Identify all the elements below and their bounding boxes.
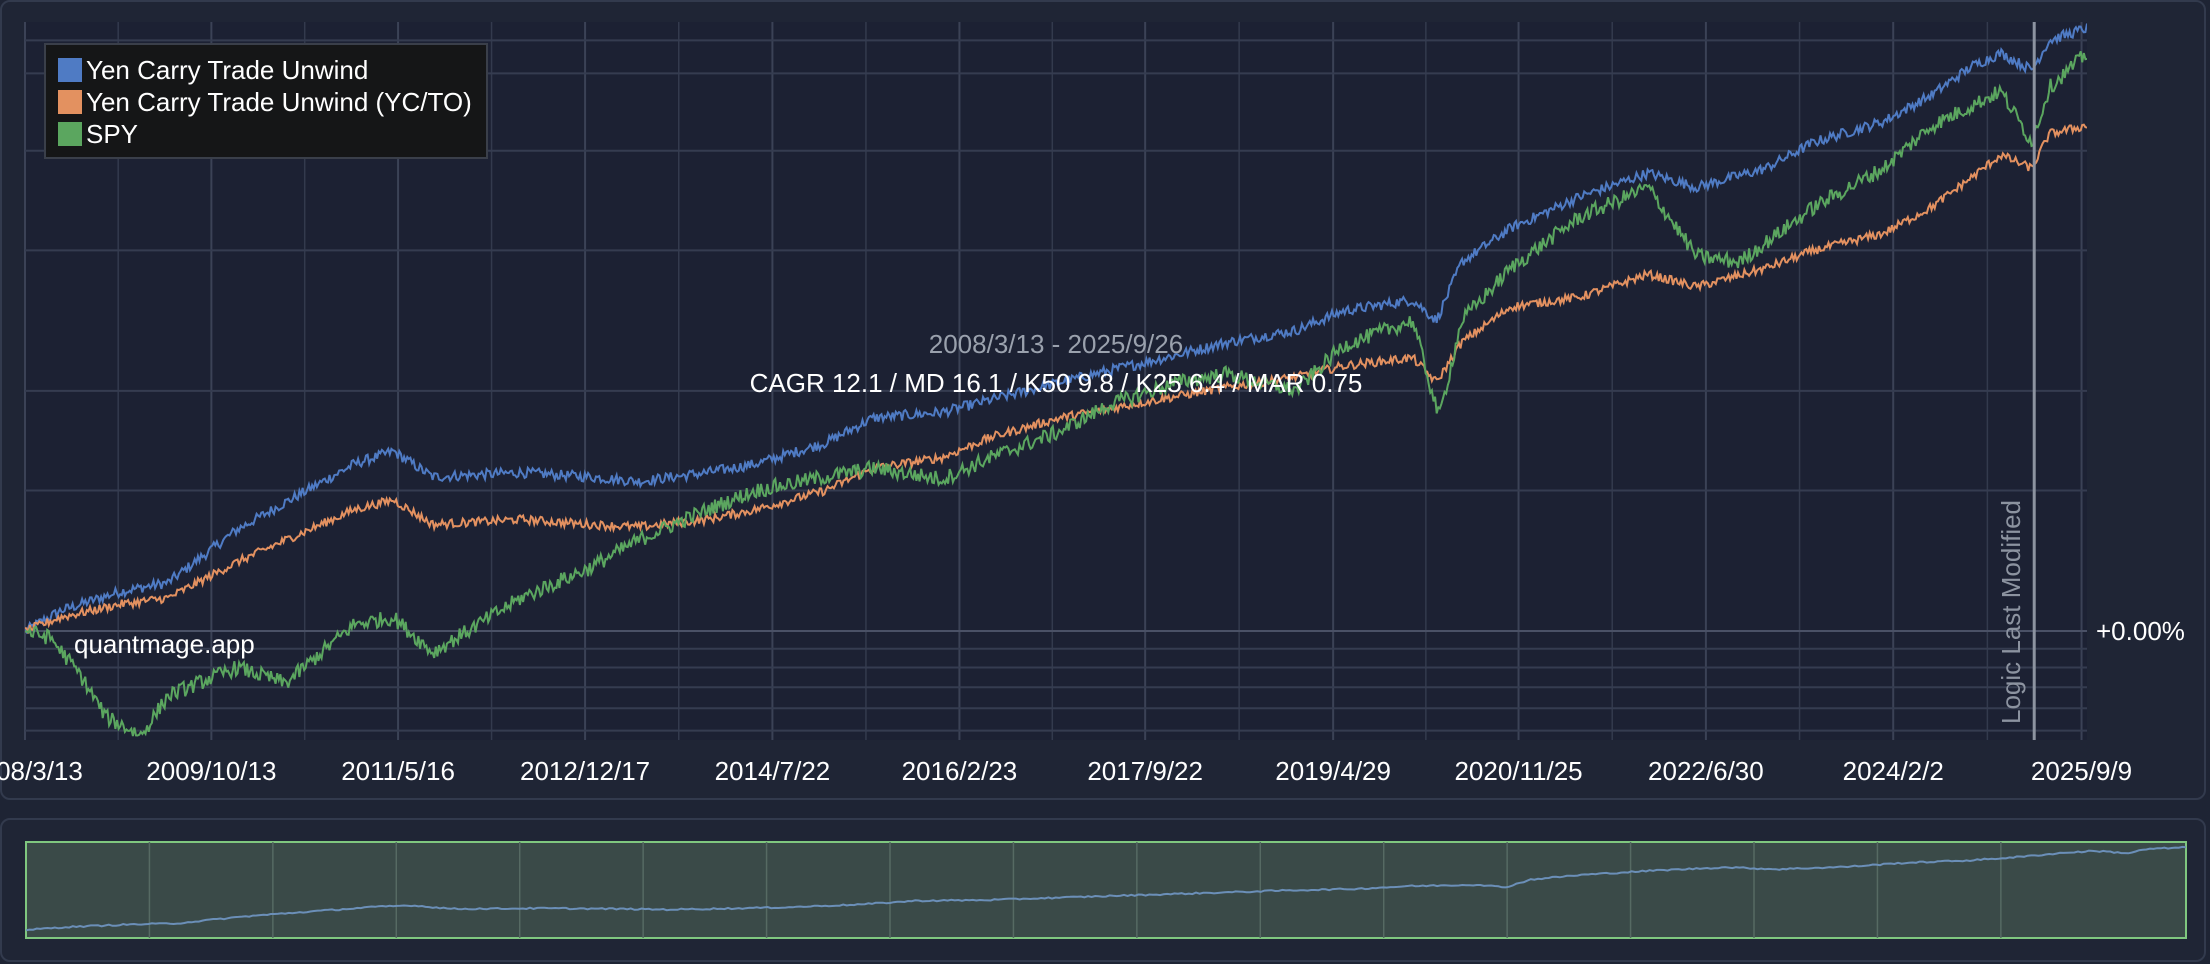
x-tick-label: 2014/7/22 — [715, 756, 831, 786]
stats-annotation: CAGR 12.1 / MD 16.1 / K50 9.8 / K25 6.4 … — [750, 368, 1363, 398]
series-line-2[interactable] — [25, 123, 2087, 634]
x-tick-label: 2009/10/13 — [146, 756, 276, 786]
x-tick-label: 2016/2/23 — [902, 756, 1018, 786]
legend-swatch — [58, 90, 82, 114]
x-tick-label: 2012/12/17 — [520, 756, 650, 786]
x-tick-label: 2020/11/25 — [1454, 756, 1582, 786]
x-tick-label: 2017/9/22 — [1087, 756, 1203, 786]
x-tick-label: 2011/5/16 — [341, 756, 455, 786]
x-tick-label: 2019/4/29 — [1275, 756, 1391, 786]
watermark: quantmage.app — [74, 629, 255, 659]
legend-box — [44, 43, 488, 159]
x-tick-label: 2024/2/2 — [1843, 756, 1944, 786]
navigator[interactable] — [25, 841, 2187, 939]
marker-label: Logic Last Modified — [1996, 500, 2026, 724]
x-tick-label: 2022/6/30 — [1648, 756, 1764, 786]
y-tick-label: +0.00% — [2096, 616, 2185, 646]
x-tick-label: 2025/9/9 — [2031, 756, 2132, 786]
navigator-line — [26, 845, 2186, 932]
x-axis-ticks: 2008/3/13 2009/10/13 2011/5/16 2012/12/17 20… — [0, 756, 2132, 786]
legend-label[interactable]: Yen Carry Trade Unwind (YC/TO) — [86, 87, 472, 117]
period-annotation: 2008/3/13 - 2025/9/26 — [929, 329, 1183, 359]
legend-swatch — [58, 122, 82, 146]
logic-last-modified-marker: Logic Last Modified — [1996, 22, 2036, 740]
navigator-window[interactable] — [25, 841, 2187, 939]
legend-swatch — [58, 58, 82, 82]
x-tick-label: 2008/3/13 — [0, 756, 83, 786]
series-lines — [25, 23, 2087, 737]
legend-label[interactable]: SPY — [86, 119, 138, 149]
series-line-3[interactable] — [25, 50, 2087, 737]
navigator-grid — [148, 842, 2002, 938]
series-line-1[interactable] — [25, 23, 2087, 635]
legend-label[interactable]: Yen Carry Trade Unwind — [86, 55, 368, 85]
navigator-series — [26, 845, 2186, 932]
